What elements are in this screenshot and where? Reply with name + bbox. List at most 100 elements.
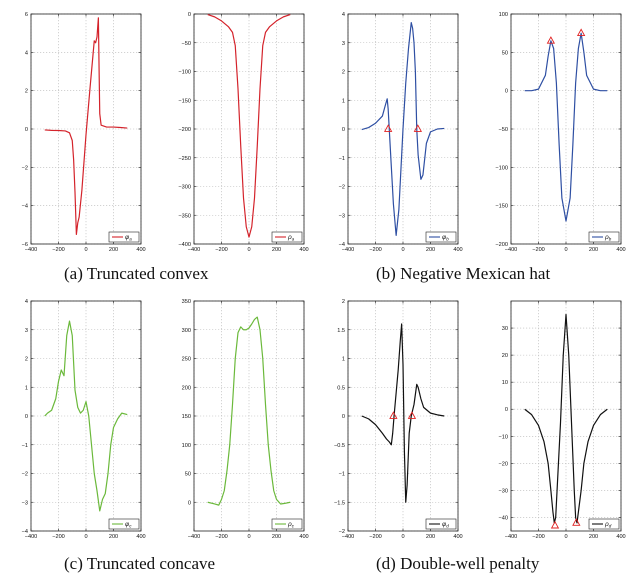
legend-label: φa <box>125 234 132 242</box>
marker-triangle <box>413 124 423 132</box>
series-line <box>207 14 291 238</box>
caption-c: (c) Truncated concave <box>64 554 216 573</box>
y-tick-label: 4 <box>25 50 28 56</box>
x-tick-label: 0 <box>84 534 87 540</box>
y-tick-label: 0 <box>25 127 28 133</box>
y-tick-label: −10 <box>499 434 509 440</box>
y-tick-label: 0 <box>188 500 191 506</box>
x-tick-label: −400 <box>25 534 38 540</box>
y-tick-label: 1 <box>342 98 345 104</box>
x-tick-label: −400 <box>505 247 518 253</box>
x-tick-label: −200 <box>532 247 545 253</box>
y-tick-label: −50 <box>499 127 509 133</box>
y-tick-label: 1 <box>342 357 345 363</box>
x-tick-label: 200 <box>272 247 281 253</box>
y-tick-label: 3 <box>342 41 345 47</box>
y-tick-label: 2 <box>25 89 28 95</box>
x-tick-label: −400 <box>342 247 355 253</box>
legend-label: φd <box>442 521 449 529</box>
legend-box <box>271 231 303 243</box>
legend-box <box>588 231 620 243</box>
y-tick-label: −1 <box>339 156 345 162</box>
marker-triangle <box>546 36 556 44</box>
x-tick-label: 200 <box>589 534 598 540</box>
x-tick-label: 400 <box>453 247 462 253</box>
x-tick-label: 0 <box>564 534 567 540</box>
y-tick-label: 1 <box>25 385 28 391</box>
y-tick-label: 250 <box>182 357 191 363</box>
y-tick-label: −6 <box>22 242 28 248</box>
y-tick-label: −150 <box>178 98 191 104</box>
legend-label: ρc <box>287 521 295 529</box>
x-tick-label: 400 <box>136 247 145 253</box>
x-tick-label: −200 <box>52 534 65 540</box>
x-tick-label: −200 <box>52 247 65 253</box>
y-tick-label: 4 <box>25 299 28 305</box>
y-tick-label: 6 <box>25 12 28 18</box>
legend-label: ρa <box>287 234 295 242</box>
y-tick-label: 150 <box>182 414 191 420</box>
y-tick-label: −4 <box>22 204 28 210</box>
y-tick-label: −2 <box>339 529 345 535</box>
marker-triangle <box>576 28 586 37</box>
series-line <box>44 17 128 236</box>
chart-panel-5: −400 −200 0 200 400 0 50 100 150 200 250 300 350 ρc <box>182 299 309 540</box>
y-tick-label: −2 <box>22 165 28 171</box>
x-tick-label: −200 <box>532 534 545 540</box>
x-tick-label: 0 <box>247 247 250 253</box>
x-tick-label: 400 <box>616 247 625 253</box>
marker-triangle <box>407 411 417 419</box>
x-tick-label: 0 <box>247 534 250 540</box>
y-tick-label: 0 <box>342 127 345 133</box>
y-tick-label: 50 <box>185 472 191 478</box>
x-tick-label: 0 <box>401 247 404 253</box>
legend-label: ρd <box>604 521 612 529</box>
y-tick-label: −40 <box>499 515 509 521</box>
x-tick-label: −200 <box>369 247 382 253</box>
y-tick-label: −100 <box>495 165 508 171</box>
y-tick-label: −50 <box>182 41 192 47</box>
y-tick-label: 1.5 <box>337 328 345 334</box>
y-tick-label: 2 <box>25 357 28 363</box>
x-tick-label: −400 <box>342 534 355 540</box>
legend-box <box>588 518 620 530</box>
legend-label: φc <box>125 521 132 529</box>
x-tick-label: 200 <box>109 247 118 253</box>
marker-triangle <box>383 124 393 132</box>
y-tick-label: −1 <box>339 472 345 478</box>
x-tick-label: 200 <box>426 247 435 253</box>
series-line <box>524 313 608 524</box>
y-tick-label: 50 <box>502 50 508 56</box>
series-line <box>524 32 608 222</box>
y-tick-label: −4 <box>22 529 28 535</box>
x-tick-label: 400 <box>453 534 462 540</box>
y-tick-label: 20 <box>502 353 508 359</box>
y-tick-label: −4 <box>339 242 345 248</box>
y-tick-label: −200 <box>178 127 191 133</box>
legend-label: ρb <box>604 234 612 242</box>
y-tick-label: 0 <box>505 89 508 95</box>
chart-panel-2: −400 −200 0 200 400 −4 −3 −2 −1 0 1 2 3 4 φb <box>339 12 463 253</box>
x-tick-label: −400 <box>188 534 201 540</box>
x-tick-label: −400 <box>505 534 518 540</box>
y-tick-label: 0 <box>342 414 345 420</box>
y-tick-label: 0 <box>188 12 191 18</box>
y-tick-label: 2 <box>342 70 345 76</box>
chart-panel-7: −400 −200 0 200 400 −40 −30 −20 −10 0 10 20 30 ρd <box>499 300 626 540</box>
y-tick-label: 10 <box>502 380 508 386</box>
y-tick-label: 300 <box>182 328 191 334</box>
y-tick-label: −100 <box>178 70 191 76</box>
chart-panel-1: −400 −200 0 200 400 −400 −350 −300 −250 −200 −150 −… <box>178 12 308 253</box>
y-tick-label: 100 <box>182 443 191 449</box>
y-tick-label: −2 <box>339 185 345 191</box>
series-line <box>361 323 445 503</box>
series-line <box>207 316 291 506</box>
marker-triangle <box>550 520 560 529</box>
x-tick-label: 400 <box>136 534 145 540</box>
caption-d: (d) Double-well penalty <box>376 554 540 573</box>
legend-box <box>108 231 140 243</box>
chart-panel-4: −400 −200 0 200 400 −4 −3 −2 −1 0 1 2 3 4 φc <box>22 299 146 540</box>
legend-box <box>271 518 303 530</box>
